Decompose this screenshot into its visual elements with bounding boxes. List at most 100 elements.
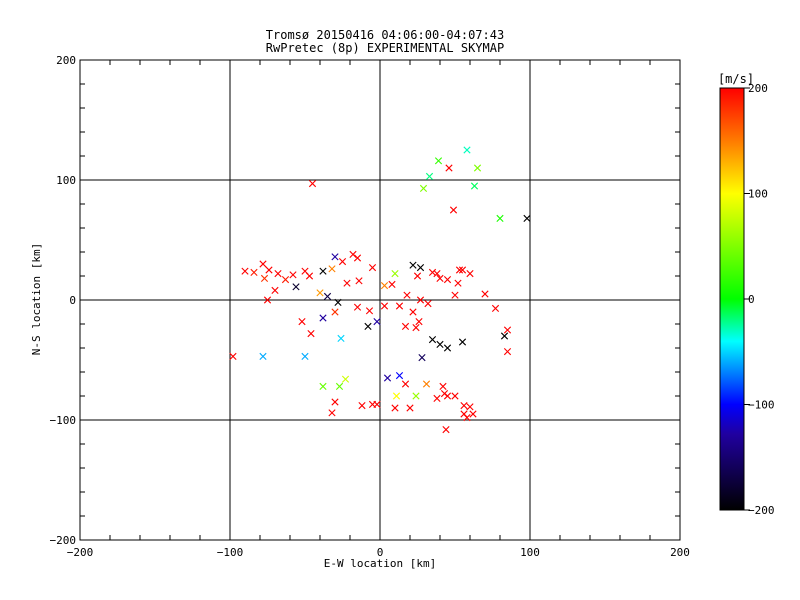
data-point	[425, 172, 434, 180]
data-point	[496, 214, 504, 222]
colorbar-ticks: −200 −100 0 100 200	[744, 82, 775, 517]
data-point	[292, 283, 300, 291]
data-point	[319, 382, 327, 390]
data-point	[419, 184, 428, 192]
data-point	[434, 157, 443, 165]
data-point	[331, 398, 339, 406]
data-point	[334, 298, 342, 306]
data-point	[281, 276, 290, 284]
data-point	[265, 266, 273, 274]
data-point	[250, 268, 258, 276]
data-point	[307, 330, 315, 338]
data-point	[380, 282, 389, 290]
data-point	[433, 394, 441, 402]
data-point	[263, 296, 272, 304]
y-tick-label: 0	[69, 294, 76, 307]
x-tick-label: −100	[217, 546, 244, 559]
data-point	[418, 354, 426, 362]
y-tick-label: −100	[50, 414, 77, 427]
data-point	[301, 352, 309, 360]
data-point	[391, 270, 399, 278]
data-points	[229, 146, 531, 434]
data-point	[428, 268, 437, 276]
data-point	[323, 292, 332, 300]
data-point	[466, 270, 474, 278]
colorbar-unit-label: [m/s]	[718, 72, 754, 86]
data-point	[451, 392, 459, 400]
data-point	[328, 265, 336, 273]
data-point	[436, 340, 444, 348]
y-axis-label: N-S location [km]	[30, 243, 43, 356]
data-point	[451, 291, 459, 299]
data-point	[343, 279, 351, 287]
data-point	[442, 426, 450, 434]
data-point	[503, 348, 512, 356]
data-point	[412, 392, 420, 400]
data-point	[353, 303, 362, 311]
colorbar-tick-label: −100	[748, 399, 775, 412]
colorbar-tick-label: 0	[748, 293, 755, 306]
data-point	[331, 253, 339, 261]
x-tick-label: 0	[377, 546, 384, 559]
data-point	[401, 322, 410, 330]
data-point	[331, 308, 339, 316]
y-tick-label: 200	[56, 54, 76, 67]
data-point	[401, 380, 410, 388]
data-point	[380, 302, 389, 310]
tick-marks	[79, 59, 681, 541]
data-point	[473, 164, 482, 172]
chart-title: Tromsø 20150416 04:06:00-04:07:43	[266, 28, 504, 42]
data-point	[445, 164, 453, 172]
data-point	[353, 254, 362, 262]
data-point	[416, 264, 425, 272]
data-point	[403, 291, 411, 299]
data-point	[395, 372, 404, 380]
data-point	[523, 214, 531, 222]
data-point	[305, 272, 314, 280]
data-point	[337, 334, 345, 342]
data-point	[422, 380, 431, 388]
data-point	[443, 276, 452, 284]
data-point	[463, 414, 471, 422]
data-point	[358, 402, 366, 410]
x-tick-label: −200	[67, 546, 94, 559]
colorbar-tick-label: 100	[748, 188, 768, 201]
data-point	[458, 266, 467, 274]
data-point	[463, 146, 471, 154]
data-point	[368, 264, 377, 272]
data-point	[319, 314, 327, 322]
data-point	[298, 318, 306, 326]
chart-subtitle: RwPretec (8p) EXPERIMENTAL SKYMAP	[266, 41, 504, 55]
data-point	[349, 250, 357, 258]
data-point	[433, 270, 441, 278]
data-point	[316, 289, 324, 297]
data-point	[412, 324, 420, 332]
data-point	[469, 410, 477, 418]
data-point	[391, 404, 399, 412]
data-point	[470, 182, 479, 190]
data-point	[395, 302, 404, 310]
data-point	[319, 267, 327, 275]
data-point	[449, 206, 458, 214]
data-point	[388, 280, 396, 288]
grid-lines	[80, 60, 680, 540]
data-point	[328, 409, 336, 417]
y-tick-label: 100	[56, 174, 76, 187]
data-point	[383, 374, 392, 382]
data-point	[443, 344, 452, 352]
y-tick-label: −200	[50, 534, 77, 547]
data-point	[503, 326, 512, 334]
data-point	[364, 322, 372, 330]
data-point	[424, 300, 432, 308]
colorbar-tick-label: −200	[748, 504, 775, 517]
data-point	[409, 261, 417, 269]
data-point	[229, 352, 237, 360]
data-point	[439, 382, 447, 390]
data-point	[413, 272, 422, 280]
data-point	[335, 382, 344, 390]
data-point	[460, 402, 468, 410]
data-point	[409, 308, 417, 316]
data-point	[436, 274, 444, 282]
data-point	[406, 404, 414, 412]
